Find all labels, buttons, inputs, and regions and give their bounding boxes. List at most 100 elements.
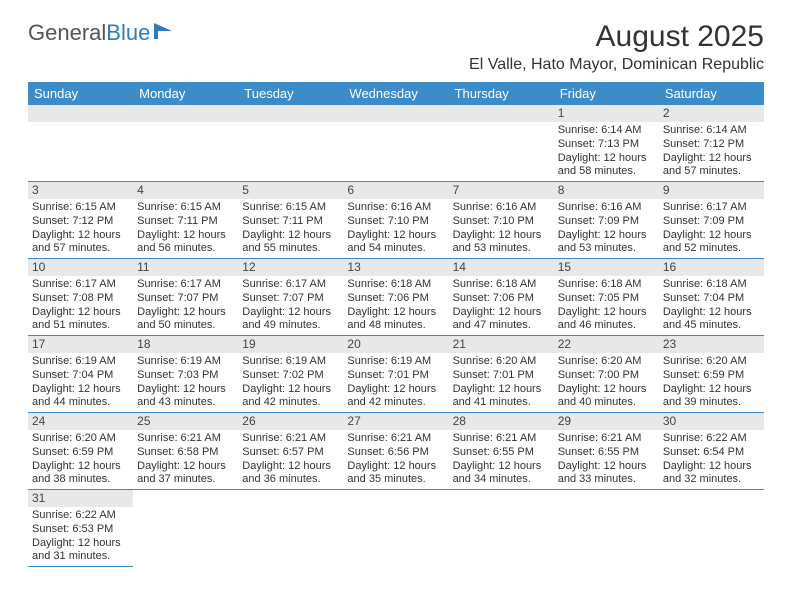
sunset-text: Sunset: 6:57 PM <box>242 446 339 460</box>
day-data: Sunrise: 6:16 AMSunset: 7:09 PMDaylight:… <box>554 199 659 258</box>
day-data: Sunrise: 6:21 AMSunset: 6:55 PMDaylight:… <box>449 430 554 489</box>
day-number <box>659 490 764 507</box>
day-number: 12 <box>238 259 343 276</box>
daylight-text: Daylight: 12 hours and 35 minutes. <box>347 460 444 488</box>
sunset-text: Sunset: 7:05 PM <box>558 292 655 306</box>
calendar-head: SundayMondayTuesdayWednesdayThursdayFrid… <box>28 82 764 105</box>
daylight-text: Daylight: 12 hours and 49 minutes. <box>242 306 339 334</box>
weekday-header: Tuesday <box>238 82 343 105</box>
calendar-cell: 3Sunrise: 6:15 AMSunset: 7:12 PMDaylight… <box>28 182 133 259</box>
sunset-text: Sunset: 7:06 PM <box>453 292 550 306</box>
calendar-cell: 21Sunrise: 6:20 AMSunset: 7:01 PMDayligh… <box>449 336 554 413</box>
day-number: 24 <box>28 413 133 430</box>
calendar-row: 3Sunrise: 6:15 AMSunset: 7:12 PMDaylight… <box>28 182 764 259</box>
daylight-text: Daylight: 12 hours and 46 minutes. <box>558 306 655 334</box>
day-data: Sunrise: 6:14 AMSunset: 7:12 PMDaylight:… <box>659 122 764 181</box>
sunrise-text: Sunrise: 6:21 AM <box>453 432 550 446</box>
day-data: Sunrise: 6:17 AMSunset: 7:08 PMDaylight:… <box>28 276 133 335</box>
day-number: 5 <box>238 182 343 199</box>
sunset-text: Sunset: 6:58 PM <box>137 446 234 460</box>
calendar-row: 17Sunrise: 6:19 AMSunset: 7:04 PMDayligh… <box>28 336 764 413</box>
day-number: 9 <box>659 182 764 199</box>
day-number <box>343 490 448 507</box>
calendar-cell <box>133 105 238 182</box>
sunset-text: Sunset: 7:11 PM <box>242 215 339 229</box>
sunrise-text: Sunrise: 6:14 AM <box>558 124 655 138</box>
calendar-cell: 19Sunrise: 6:19 AMSunset: 7:02 PMDayligh… <box>238 336 343 413</box>
logo-text-blue: Blue <box>106 20 150 46</box>
weekday-header: Thursday <box>449 82 554 105</box>
calendar-cell: 14Sunrise: 6:18 AMSunset: 7:06 PMDayligh… <box>449 259 554 336</box>
daylight-text: Daylight: 12 hours and 45 minutes. <box>663 306 760 334</box>
calendar-cell: 29Sunrise: 6:21 AMSunset: 6:55 PMDayligh… <box>554 413 659 490</box>
day-data: Sunrise: 6:19 AMSunset: 7:02 PMDaylight:… <box>238 353 343 412</box>
sunrise-text: Sunrise: 6:17 AM <box>32 278 129 292</box>
weekday-header: Monday <box>133 82 238 105</box>
sunrise-text: Sunrise: 6:18 AM <box>453 278 550 292</box>
day-number: 29 <box>554 413 659 430</box>
sunrise-text: Sunrise: 6:16 AM <box>347 201 444 215</box>
day-number: 31 <box>28 490 133 507</box>
calendar-cell: 1Sunrise: 6:14 AMSunset: 7:13 PMDaylight… <box>554 105 659 182</box>
sunrise-text: Sunrise: 6:21 AM <box>347 432 444 446</box>
calendar-cell: 23Sunrise: 6:20 AMSunset: 6:59 PMDayligh… <box>659 336 764 413</box>
sunrise-text: Sunrise: 6:19 AM <box>347 355 444 369</box>
day-number <box>238 490 343 507</box>
day-number: 15 <box>554 259 659 276</box>
calendar-cell: 25Sunrise: 6:21 AMSunset: 6:58 PMDayligh… <box>133 413 238 490</box>
daylight-text: Daylight: 12 hours and 54 minutes. <box>347 229 444 257</box>
daylight-text: Daylight: 12 hours and 50 minutes. <box>137 306 234 334</box>
calendar-cell: 7Sunrise: 6:16 AMSunset: 7:10 PMDaylight… <box>449 182 554 259</box>
sunrise-text: Sunrise: 6:15 AM <box>137 201 234 215</box>
calendar-table: SundayMondayTuesdayWednesdayThursdayFrid… <box>28 82 764 567</box>
day-number: 28 <box>449 413 554 430</box>
day-data: Sunrise: 6:18 AMSunset: 7:06 PMDaylight:… <box>343 276 448 335</box>
day-data: Sunrise: 6:22 AMSunset: 6:53 PMDaylight:… <box>28 507 133 566</box>
day-number: 8 <box>554 182 659 199</box>
day-number: 6 <box>343 182 448 199</box>
sunset-text: Sunset: 6:54 PM <box>663 446 760 460</box>
calendar-cell <box>449 105 554 182</box>
daylight-text: Daylight: 12 hours and 41 minutes. <box>453 383 550 411</box>
day-number: 19 <box>238 336 343 353</box>
calendar-cell: 10Sunrise: 6:17 AMSunset: 7:08 PMDayligh… <box>28 259 133 336</box>
sunrise-text: Sunrise: 6:19 AM <box>242 355 339 369</box>
sunset-text: Sunset: 6:59 PM <box>32 446 129 460</box>
day-number: 3 <box>28 182 133 199</box>
logo: GeneralBlue <box>28 20 176 46</box>
sunrise-text: Sunrise: 6:14 AM <box>663 124 760 138</box>
day-data: Sunrise: 6:21 AMSunset: 6:58 PMDaylight:… <box>133 430 238 489</box>
calendar-row: 31Sunrise: 6:22 AMSunset: 6:53 PMDayligh… <box>28 490 764 567</box>
calendar-cell: 4Sunrise: 6:15 AMSunset: 7:11 PMDaylight… <box>133 182 238 259</box>
sunrise-text: Sunrise: 6:22 AM <box>663 432 760 446</box>
daylight-text: Daylight: 12 hours and 55 minutes. <box>242 229 339 257</box>
day-number <box>133 490 238 507</box>
calendar-cell: 12Sunrise: 6:17 AMSunset: 7:07 PMDayligh… <box>238 259 343 336</box>
daylight-text: Daylight: 12 hours and 42 minutes. <box>242 383 339 411</box>
sunset-text: Sunset: 7:01 PM <box>453 369 550 383</box>
calendar-cell <box>449 490 554 567</box>
title-block: August 2025 El Valle, Hato Mayor, Domini… <box>469 20 764 74</box>
day-data: Sunrise: 6:14 AMSunset: 7:13 PMDaylight:… <box>554 122 659 181</box>
sunrise-text: Sunrise: 6:17 AM <box>663 201 760 215</box>
day-data: Sunrise: 6:18 AMSunset: 7:04 PMDaylight:… <box>659 276 764 335</box>
day-data: Sunrise: 6:15 AMSunset: 7:11 PMDaylight:… <box>238 199 343 258</box>
sunrise-text: Sunrise: 6:21 AM <box>242 432 339 446</box>
day-data <box>343 507 448 511</box>
month-title: August 2025 <box>469 20 764 54</box>
day-number: 25 <box>133 413 238 430</box>
calendar-cell <box>238 490 343 567</box>
daylight-text: Daylight: 12 hours and 58 minutes. <box>558 152 655 180</box>
daylight-text: Daylight: 12 hours and 57 minutes. <box>663 152 760 180</box>
day-data: Sunrise: 6:21 AMSunset: 6:55 PMDaylight:… <box>554 430 659 489</box>
day-data <box>659 507 764 511</box>
day-data: Sunrise: 6:21 AMSunset: 6:57 PMDaylight:… <box>238 430 343 489</box>
sunrise-text: Sunrise: 6:20 AM <box>558 355 655 369</box>
day-data: Sunrise: 6:22 AMSunset: 6:54 PMDaylight:… <box>659 430 764 489</box>
daylight-text: Daylight: 12 hours and 31 minutes. <box>32 537 129 565</box>
sunset-text: Sunset: 7:10 PM <box>347 215 444 229</box>
weekday-header: Saturday <box>659 82 764 105</box>
day-data <box>449 507 554 511</box>
sunset-text: Sunset: 7:03 PM <box>137 369 234 383</box>
daylight-text: Daylight: 12 hours and 44 minutes. <box>32 383 129 411</box>
